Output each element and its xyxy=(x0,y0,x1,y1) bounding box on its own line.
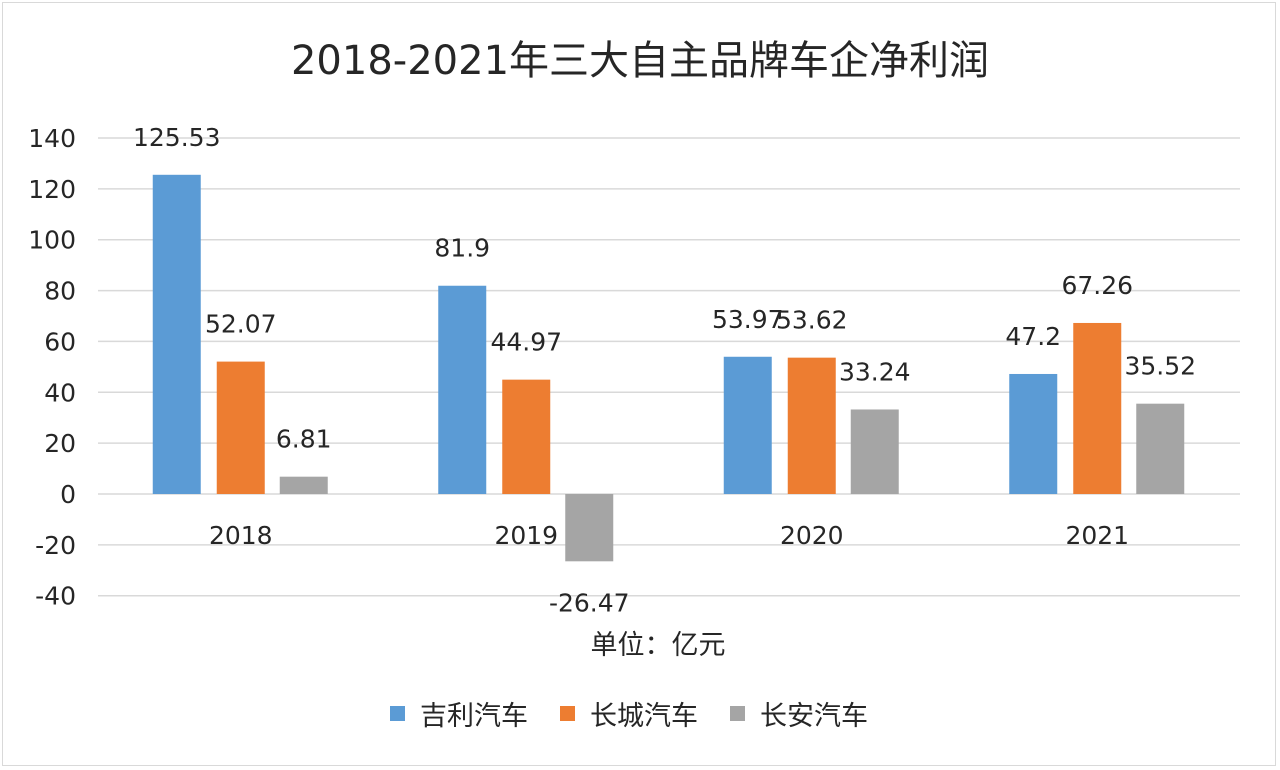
x-tick-label: 2021 xyxy=(1065,521,1129,550)
bar xyxy=(216,361,265,494)
data-label: 53.97 xyxy=(712,305,784,334)
data-label: 44.97 xyxy=(490,328,562,357)
data-label: 81.9 xyxy=(434,234,490,263)
bar xyxy=(565,494,614,562)
bar xyxy=(1136,403,1185,494)
legend: 吉利汽车 长城汽车 长安汽车 xyxy=(390,701,868,732)
bar xyxy=(787,357,836,494)
legend-swatch xyxy=(390,706,405,721)
data-label: 35.52 xyxy=(1124,352,1196,381)
data-label: -26.47 xyxy=(549,588,630,617)
bar xyxy=(1073,322,1122,494)
bar xyxy=(723,356,772,494)
bar xyxy=(279,476,328,494)
data-label: 47.2 xyxy=(1005,322,1061,351)
x-tick-label: 2018 xyxy=(209,521,273,550)
chart-title: 2018-2021年三大自主品牌车企净利润 xyxy=(291,38,989,84)
bars xyxy=(152,174,1185,562)
data-label: 67.26 xyxy=(1061,271,1133,300)
x-axis-ticks: 2018 2019 2020 2021 xyxy=(209,521,1129,550)
y-tick-label: 140 xyxy=(28,124,76,153)
x-axis-label: 单位：亿元 xyxy=(591,630,726,661)
y-tick-label: 60 xyxy=(44,327,76,356)
legend-label: 吉利汽车 xyxy=(420,701,528,732)
data-label: 52.07 xyxy=(205,310,277,339)
data-label: 33.24 xyxy=(839,357,911,386)
y-tick-label: 100 xyxy=(28,226,76,255)
y-tick-label: 80 xyxy=(44,277,76,306)
data-labels: 125.53 52.07 6.81 81.9 44.97 -26.47 53.9753.62… xyxy=(133,123,1196,618)
y-tick-label: -40 xyxy=(35,582,76,611)
bar xyxy=(152,174,201,494)
bar xyxy=(850,409,899,494)
y-axis-ticks: -40 -20 0 20 40 60 80 100 120 140 xyxy=(28,124,76,611)
x-tick-label: 2020 xyxy=(780,521,844,550)
legend-label: 长安汽车 xyxy=(760,701,868,732)
legend-swatch xyxy=(560,706,575,721)
data-label: 53.62 xyxy=(776,306,848,335)
bar xyxy=(438,285,487,494)
y-tick-label: 20 xyxy=(44,429,76,458)
legend-label: 长城汽车 xyxy=(590,701,698,732)
bar xyxy=(1009,373,1058,494)
data-label: 125.53 xyxy=(133,123,220,152)
bar xyxy=(502,379,551,494)
legend-swatch xyxy=(730,706,745,721)
data-label: 6.81 xyxy=(276,425,332,454)
y-tick-label: 40 xyxy=(44,378,76,407)
x-tick-label: 2019 xyxy=(494,521,558,550)
y-tick-label: 120 xyxy=(28,175,76,204)
y-tick-label: 0 xyxy=(60,480,76,509)
y-tick-label: -20 xyxy=(35,531,76,560)
